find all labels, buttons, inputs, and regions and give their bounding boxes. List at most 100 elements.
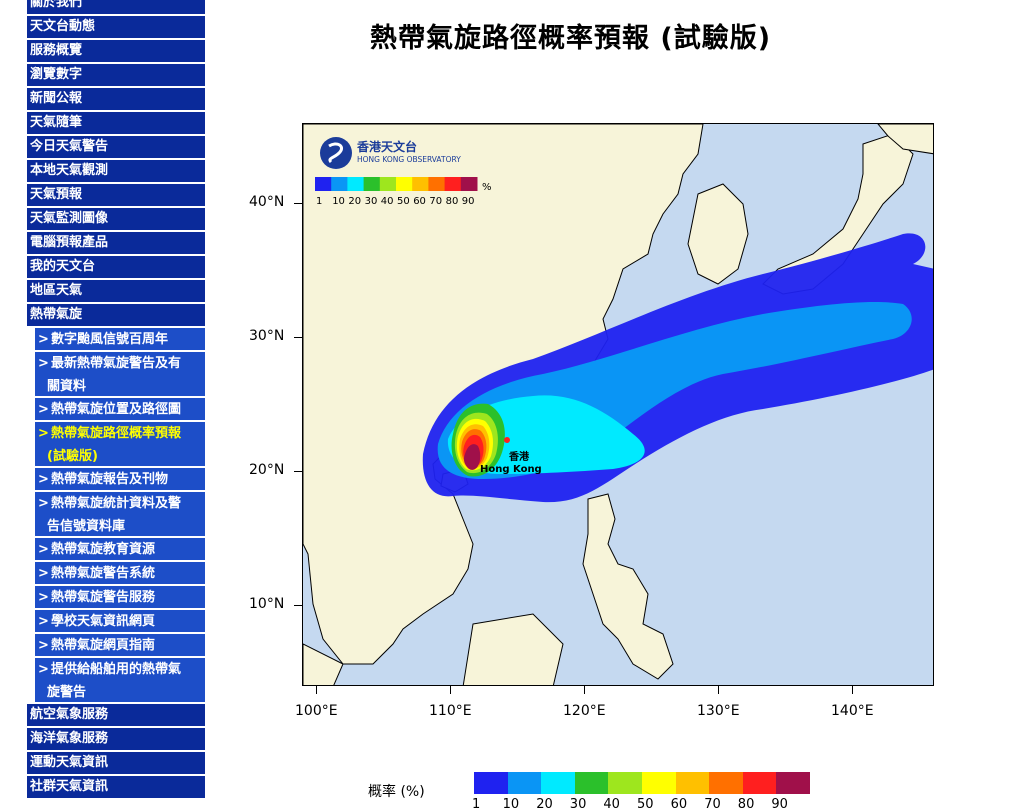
nav-sub-label: 熱帶氣旋教育資源 xyxy=(51,542,156,557)
nav-item-8[interactable]: 天氣預報 xyxy=(27,184,205,208)
nav-label: 本地天氣觀測 xyxy=(30,163,109,178)
legend-value-6: 60 xyxy=(670,797,688,812)
nav-sub-item-8[interactable]: > 熱帶氣旋警告服務 xyxy=(35,586,205,610)
legend-swatch-1 xyxy=(474,772,509,794)
nav-item-1[interactable]: 天文台動態 xyxy=(27,16,205,40)
nav-label: 熱帶氣旋 xyxy=(30,307,83,322)
legend-value-1: 10 xyxy=(502,797,520,812)
nav-sub-label: 熱帶氣旋報告及刊物 xyxy=(51,472,169,487)
hko-logo-cn: 香港天文台 xyxy=(356,139,417,154)
legend-swatch-70 xyxy=(709,772,744,794)
lon-label-2: 120°E xyxy=(563,703,606,719)
lat-tick-1 xyxy=(294,337,302,338)
nav-label: 天氣預報 xyxy=(30,187,83,202)
legend-value-5: 50 xyxy=(637,797,654,812)
nav-bottom-item-2[interactable]: 運動天氣資訊 xyxy=(27,752,205,776)
hko-logo-icon xyxy=(320,137,352,169)
nav-sub-label-cont: 告信號資料庫 xyxy=(47,519,126,534)
chevron-right-icon: > xyxy=(38,426,49,441)
chevron-right-icon: > xyxy=(38,638,49,653)
nav-sub-label-cont: 旋警告 xyxy=(47,685,87,700)
inset-legend-swatch-6 xyxy=(412,177,429,191)
nav-item-3[interactable]: 瀏覽數字 xyxy=(27,64,205,88)
nav-bottom-item-0[interactable]: 航空氣象服務 xyxy=(27,704,205,728)
nav-sub-item-5[interactable]: > 熱帶氣旋統計資料及警 告信號資料庫 xyxy=(35,492,205,538)
hk-label-en: Hong Kong xyxy=(480,464,542,475)
nav-item-12[interactable]: 地區天氣 xyxy=(27,280,205,304)
prob-90 xyxy=(463,444,481,470)
nav-item-2[interactable]: 服務概覽 xyxy=(27,40,205,64)
land-indochina-south xyxy=(303,643,344,685)
lat-tick-2 xyxy=(294,471,302,472)
nav-sub-label: 熱帶氣旋警告服務 xyxy=(51,590,156,605)
inset-legend-value-3: 30 xyxy=(365,196,378,207)
inset-legend-swatch-4 xyxy=(379,177,397,191)
inset-legend-value-5: 50 xyxy=(397,196,410,207)
legend-swatch-80 xyxy=(742,772,777,794)
nav-sub-label: 熱帶氣旋路徑概率預報 xyxy=(51,426,182,441)
nav-label: 關於我們 xyxy=(30,0,83,10)
nav-sub-item-4[interactable]: > 熱帶氣旋報告及刊物 xyxy=(35,468,205,492)
chevron-right-icon: > xyxy=(38,590,49,605)
inset-legend-swatch-2 xyxy=(347,177,365,191)
nav-item-10[interactable]: 電腦預報產品 xyxy=(27,232,205,256)
nav-label: 新聞公報 xyxy=(30,91,83,106)
nav-bottom-item-1[interactable]: 海洋氣象服務 xyxy=(27,728,205,752)
land-korea xyxy=(687,183,749,285)
nav-item-13[interactable]: 熱帶氣旋 xyxy=(27,304,205,328)
nav-sub-label: 提供給船舶用的熱帶氣 xyxy=(51,662,182,677)
legend-value-7: 70 xyxy=(704,797,721,812)
inset-legend-swatch-1 xyxy=(331,177,348,191)
inset-legend-value-9: 90 xyxy=(462,196,475,207)
legend-title: 概率 (%) xyxy=(368,784,425,800)
nav-label: 海洋氣象服務 xyxy=(30,731,109,746)
probability-map: 香港 Hong Kong 香港天文台 HONG KONG OBSERVATORY… xyxy=(302,123,934,686)
inset-legend-value-6: 60 xyxy=(413,196,426,207)
nav-label: 我的天文台 xyxy=(30,259,96,274)
inset-legend-value-8: 80 xyxy=(446,196,459,207)
nav-sub-item-6[interactable]: > 熱帶氣旋教育資源 xyxy=(35,538,205,562)
inset-legend-unit: % xyxy=(482,182,492,193)
nav-item-11[interactable]: 我的天文台 xyxy=(27,256,205,280)
nav-label: 服務概覽 xyxy=(30,43,83,58)
nav-sub-label: 熱帶氣旋統計資料及警 xyxy=(51,496,182,511)
hko-logo-en: HONG KONG OBSERVATORY xyxy=(357,155,461,164)
nav-sub-label: 熱帶氣旋位置及路徑圖 xyxy=(51,402,182,417)
chevron-right-icon: > xyxy=(38,566,49,581)
legend-swatch-90 xyxy=(776,772,811,794)
nav-item-7[interactable]: 本地天氣觀測 xyxy=(27,160,205,184)
nav-item-6[interactable]: 今日天氣警告 xyxy=(27,136,205,160)
map-svg: 香港 Hong Kong 香港天文台 HONG KONG OBSERVATORY… xyxy=(303,124,933,685)
inset-legend-value-1: 10 xyxy=(332,196,345,207)
legend-value-4: 40 xyxy=(603,797,620,812)
lon-tick-3 xyxy=(718,686,719,694)
land-philippines xyxy=(582,493,674,680)
nav-label: 電腦預報產品 xyxy=(30,235,109,250)
nav-sub-item-7[interactable]: > 熱帶氣旋警告系統 xyxy=(35,562,205,586)
nav-sub-item-2[interactable]: > 熱帶氣旋位置及路徑圖 xyxy=(35,398,205,422)
lat-label-2: 20°N xyxy=(249,462,285,478)
nav-label: 天文台動態 xyxy=(30,19,96,34)
chevron-right-icon: > xyxy=(38,662,49,677)
nav-item-9[interactable]: 天氣監測圖像 xyxy=(27,208,205,232)
legend-swatch-10 xyxy=(507,772,542,794)
nav-item-0[interactable]: 關於我們 xyxy=(27,0,205,16)
nav-sub-item-1[interactable]: > 最新熱帶氣旋警告及有 關資料 xyxy=(35,352,205,398)
nav-bottom-item-3[interactable]: 社群天氣資訊 xyxy=(27,776,205,800)
nav-sub-item-10[interactable]: > 熱帶氣旋網頁指南 xyxy=(35,634,205,658)
nav-sub-item-9[interactable]: > 學校天氣資訊網頁 xyxy=(35,610,205,634)
legend-value-9: 90 xyxy=(771,797,788,812)
inset-legend-swatch-8 xyxy=(444,177,462,191)
nav-sub-item-0[interactable]: > 數字颱風信號百周年 xyxy=(35,328,205,352)
lat-tick-0 xyxy=(294,203,302,204)
nav-sub-item-11[interactable]: > 提供給船舶用的熱帶氣旋警告 xyxy=(35,658,205,704)
page-title: 熱帶氣旋路徑概率預報 (試驗版) xyxy=(370,23,772,54)
nav-sub-label-cont: 關資料 xyxy=(47,379,87,394)
lon-label-1: 110°E xyxy=(429,703,472,719)
nav-item-4[interactable]: 新聞公報 xyxy=(27,88,205,112)
lon-tick-4 xyxy=(852,686,853,694)
nav-label: 瀏覽數字 xyxy=(30,67,83,82)
nav-sub-item-3[interactable]: > 熱帶氣旋路徑概率預報 (試驗版) xyxy=(35,422,205,468)
chevron-right-icon: > xyxy=(38,332,49,347)
nav-item-5[interactable]: 天氣隨筆 xyxy=(27,112,205,136)
